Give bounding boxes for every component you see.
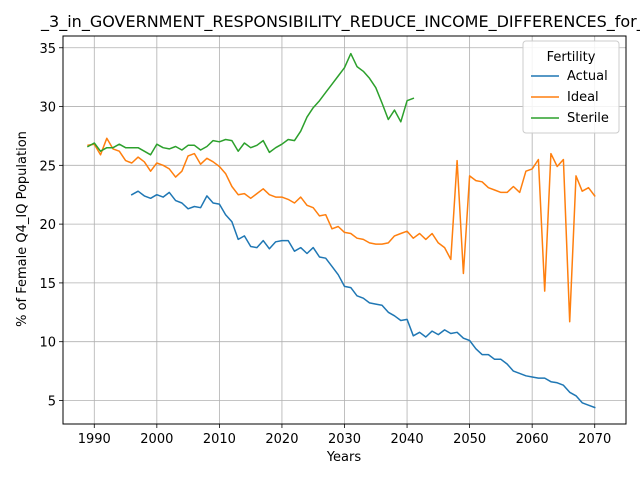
y-tick-label: 20	[39, 218, 56, 233]
series-lines	[86, 52, 596, 409]
y-axis-ticks: 5 10 15 20 25 30 35	[39, 42, 63, 409]
x-tick-label: 2050	[453, 432, 486, 447]
legend-items: Actual Ideal Sterile	[531, 69, 609, 126]
series-line-sterile	[86, 52, 415, 156]
x-tick-label: 2060	[516, 432, 549, 447]
y-tick-label: 35	[39, 42, 56, 57]
x-tick-label: 2030	[328, 432, 361, 447]
series-line-ideal	[87, 137, 596, 323]
y-tick-label: 30	[39, 101, 56, 116]
y-tick-label: 25	[39, 159, 56, 174]
x-axis-label: Years	[326, 450, 362, 465]
x-axis-ticks: 1990 2000 2010 2020 2030 2040 2050 2060 2070	[78, 424, 611, 447]
legend-box	[522, 40, 620, 134]
y-tick-label: 15	[39, 277, 56, 292]
legend: Fertility Actual Ideal Sterile	[522, 40, 620, 134]
y-axis-label: % of Female Q4_IQ Population	[15, 131, 30, 327]
legend-label-ideal: Ideal	[567, 90, 599, 105]
x-tick-label: 1990	[78, 432, 111, 447]
x-tick-label: 2040	[391, 432, 424, 447]
chart-title: _3_in_GOVERNMENT_RESPONSIBILITY_REDUCE_I…	[40, 12, 640, 32]
legend-title: Fertility	[547, 50, 596, 65]
y-tick-label: 5	[48, 394, 56, 409]
x-tick-label: 2000	[140, 432, 173, 447]
legend-label-sterile: Sterile	[567, 111, 609, 126]
legend-label-actual: Actual	[567, 69, 608, 84]
y-tick-label: 10	[39, 336, 56, 351]
x-tick-label: 2020	[265, 432, 298, 447]
series-line-actual	[130, 190, 596, 409]
x-tick-label: 2070	[578, 432, 611, 447]
x-tick-label: 2010	[203, 432, 236, 447]
